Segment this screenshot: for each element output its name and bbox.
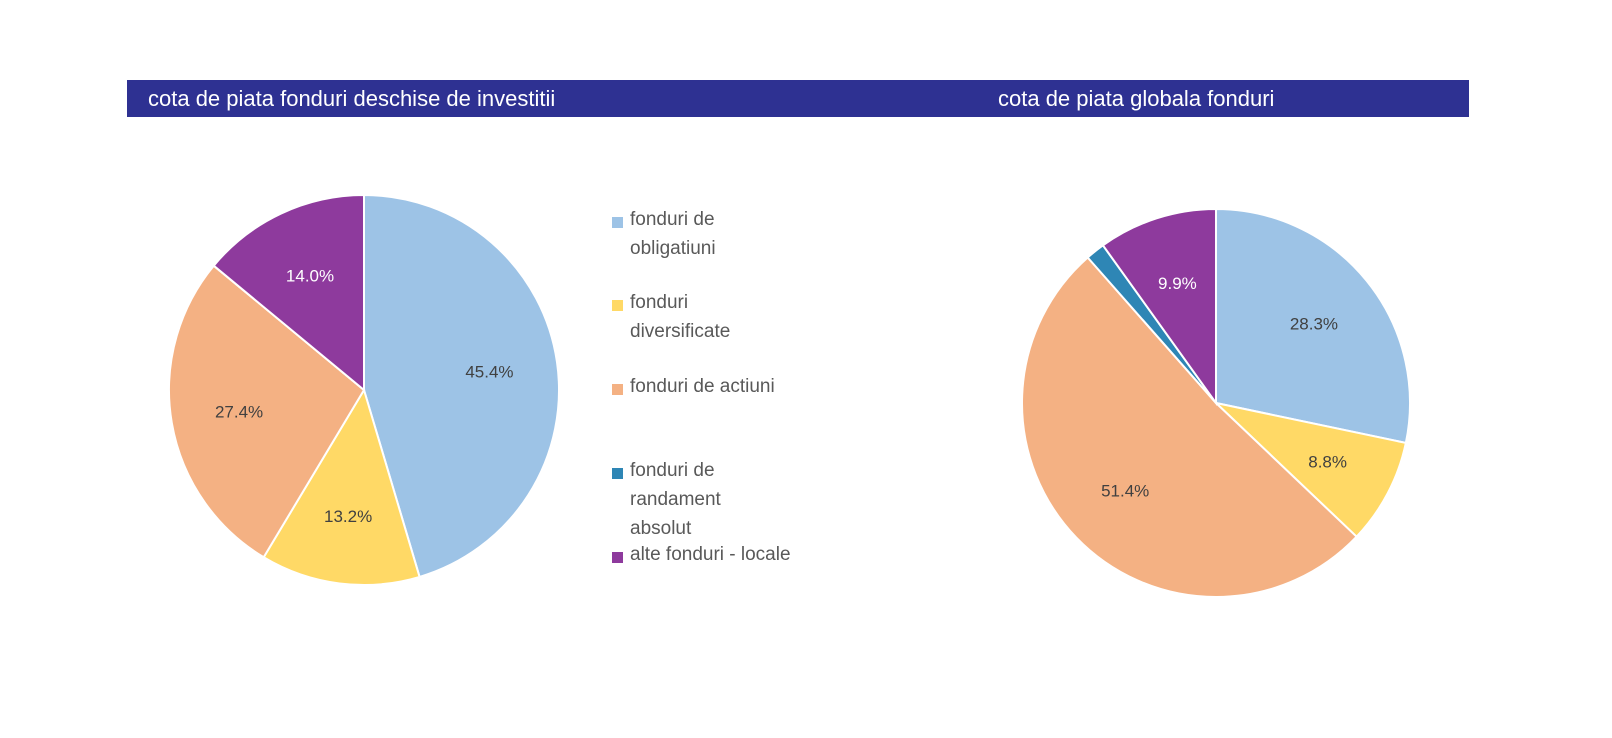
legend-swatch xyxy=(612,468,623,479)
pie-slice-left-2 xyxy=(168,264,366,559)
legend-label: alte fonduri - locale xyxy=(630,544,791,565)
data-label: 13.2% xyxy=(324,507,372,526)
data-label: 14.0% xyxy=(286,266,334,285)
data-label: 28.3% xyxy=(1290,315,1338,334)
data-label: 9.9% xyxy=(1158,274,1197,293)
legend-label: fonduri de actiuni xyxy=(630,376,775,397)
data-label: 51.4% xyxy=(1101,481,1149,500)
pie-slice-left-4 xyxy=(212,193,365,393)
pie-slice-left-1 xyxy=(262,387,421,586)
legend-item-obligatiuni: fonduri de obligatiuni xyxy=(612,209,770,263)
legend-swatch xyxy=(612,384,623,395)
legend-item-randament-absolut: fonduri de randament absolut xyxy=(612,460,760,543)
legend-item-alte-fonduri: alte fonduri - locale xyxy=(612,544,850,569)
pie-slice-right-0 xyxy=(1215,207,1411,445)
pie-slice-right-4 xyxy=(1101,207,1217,407)
legend-label: fonduri de randament absolut xyxy=(630,460,721,539)
legend-swatch xyxy=(612,217,623,228)
data-label: 27.4% xyxy=(215,402,263,421)
pie-slice-right-2 xyxy=(1020,256,1358,598)
data-label: 8.8% xyxy=(1308,453,1347,472)
data-label: 45.4% xyxy=(465,363,513,382)
legend-swatch xyxy=(612,552,623,563)
legend-label: fonduri de obligatiuni xyxy=(630,209,716,259)
title-bar xyxy=(127,80,1469,117)
legend-swatch xyxy=(612,300,623,311)
legend-item-actiuni: fonduri de actiuni xyxy=(612,376,830,401)
pie-slice-left-0 xyxy=(363,193,560,579)
legend-label: fonduri diversificate xyxy=(630,292,731,342)
chart-title-left: cota de piata fonduri deschise de invest… xyxy=(148,86,556,111)
chart-title-right: cota de piata globala fonduri xyxy=(998,86,1275,111)
legend-item-diversificate: fonduri diversificate xyxy=(612,292,770,346)
pie-slice-right-1 xyxy=(1212,401,1408,539)
